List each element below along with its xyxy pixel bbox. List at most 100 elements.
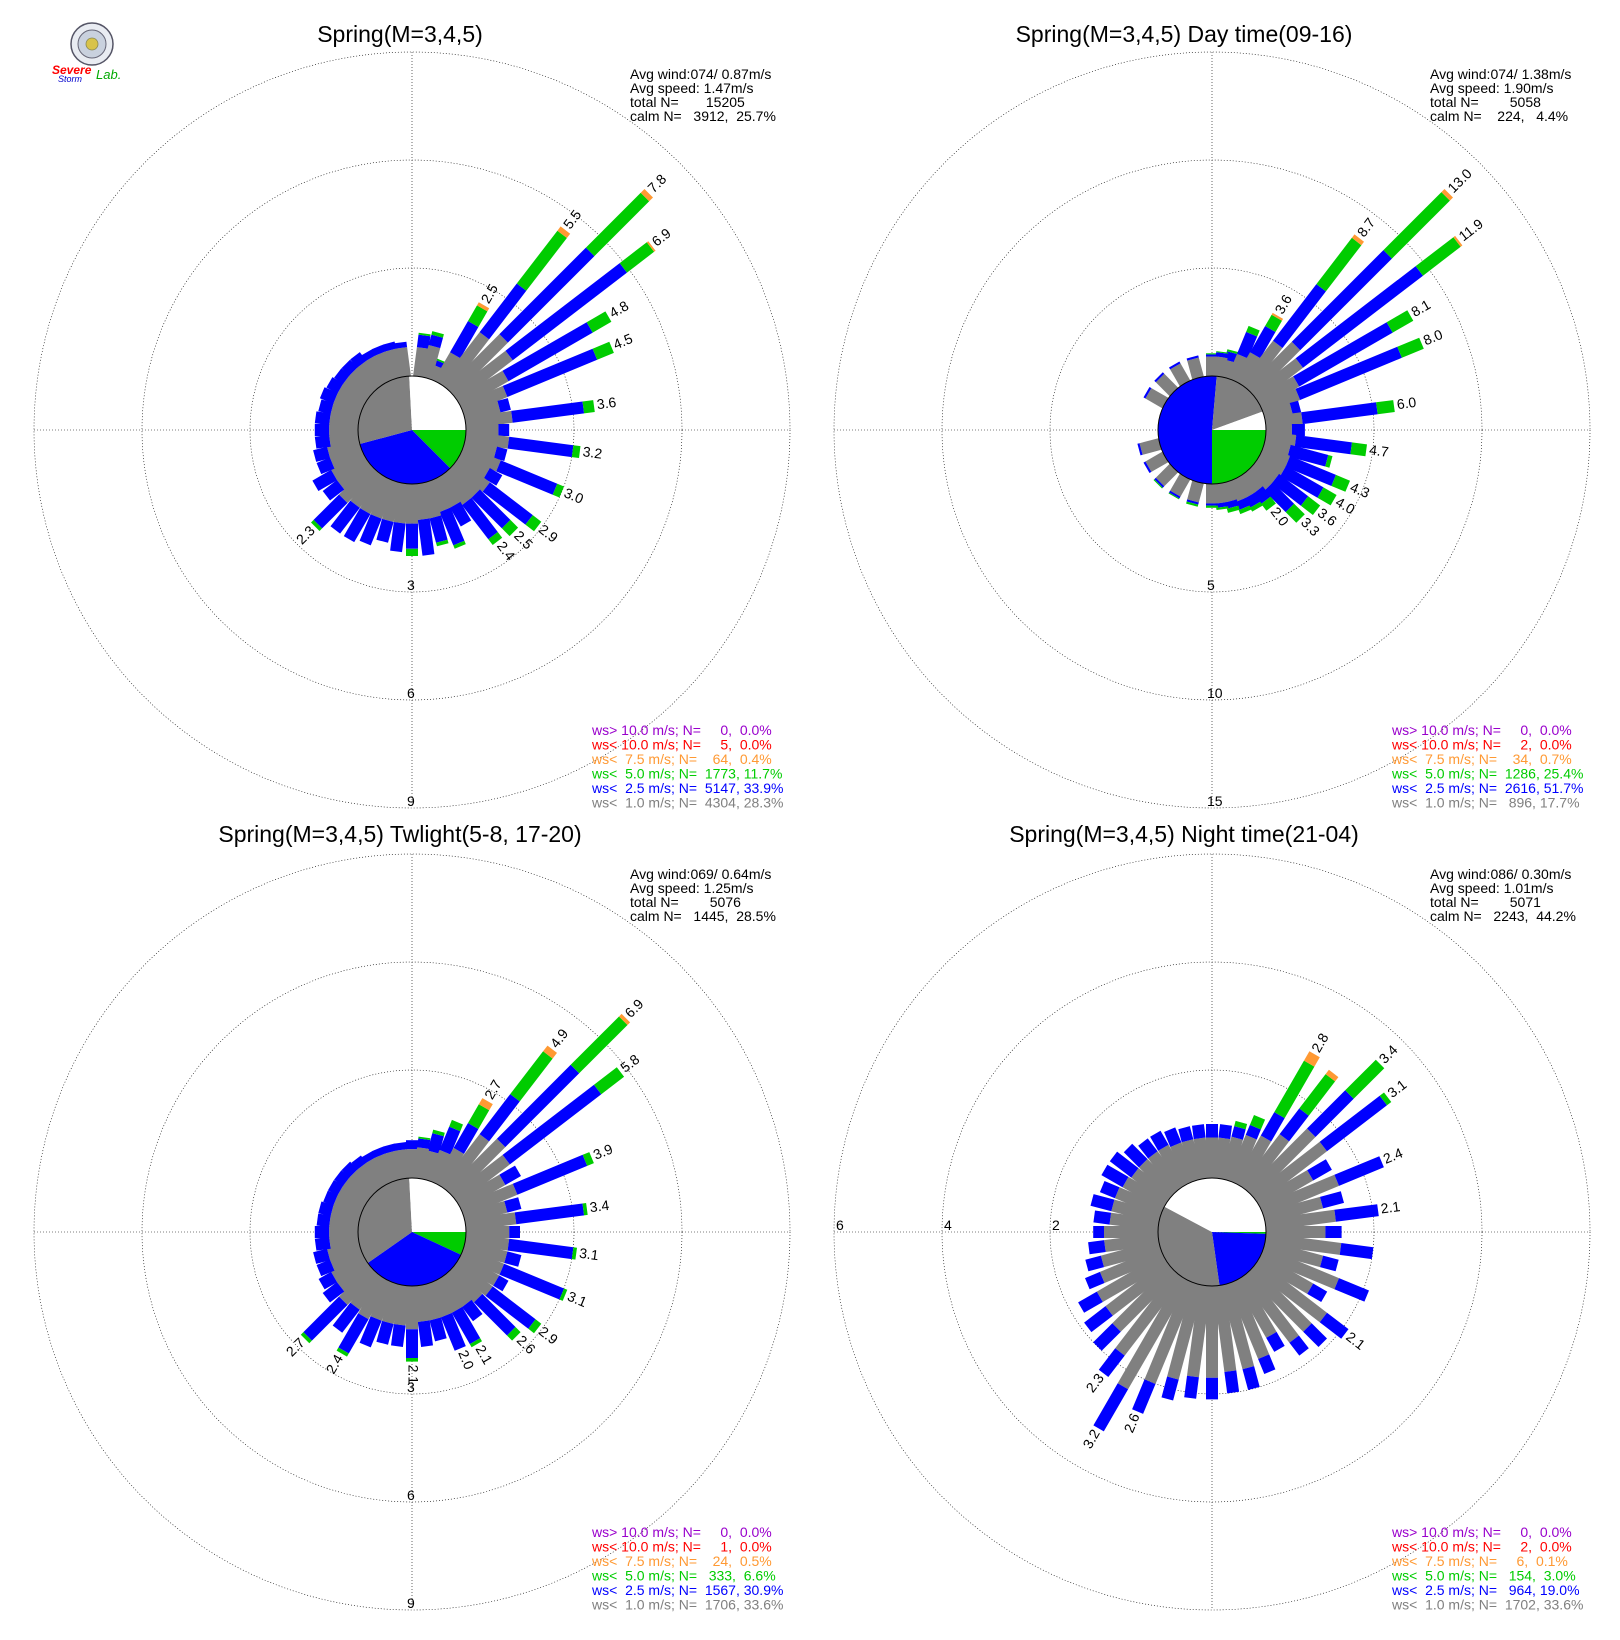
bar-segment-lt2_5: [327, 1180, 344, 1196]
bar-segment-lt1: [445, 1138, 506, 1199]
bar-segment-lt2_5: [314, 1226, 330, 1238]
legend-entry-lt2_5: ws< 2.5 m/s; N= 5147, 33.9%: [591, 780, 783, 796]
bar-segment-lt2_5: [450, 501, 472, 527]
bar-segment-lt5: [1386, 310, 1414, 333]
pie-slice-lt2_5: [359, 430, 451, 485]
bar-value-label: 6.9: [621, 996, 646, 1021]
sector-bar: [359, 477, 397, 546]
bar-segment-lt5: [516, 230, 567, 291]
bar-segment-lt1: [451, 350, 513, 402]
bar-segment-lt2_5: [1250, 326, 1276, 359]
bar-segment-lt2_5: [351, 1155, 367, 1170]
legend-entry-lt10: ws< 10.0 m/s; N= 5, 0.0%: [591, 737, 772, 753]
bar-segment-lt1: [1206, 484, 1218, 504]
ring-label: 3: [407, 577, 415, 593]
bar-segment-lt5: [418, 1136, 431, 1140]
bar-segment-lt1: [331, 451, 369, 481]
bar-segment-lt2_5: [1245, 1124, 1261, 1140]
bar-segment-lt1: [356, 360, 384, 391]
bar-segment-lt1: [1105, 1260, 1173, 1316]
bar-segment-lt2_5: [1132, 1379, 1156, 1414]
bar-segment-lt2_5: [1266, 1331, 1285, 1352]
bar-segment-lt2_5: [1295, 266, 1423, 368]
bar-segment-lt1: [1139, 1159, 1179, 1199]
sector-bar: [1255, 1159, 1332, 1211]
bar-segment-lt2_5: [505, 263, 627, 361]
bar-segment-lt1: [360, 473, 391, 515]
bar-segment-lt1: [1213, 356, 1228, 378]
sector-bar: [1251, 235, 1463, 402]
bar-segment-lt2_5: [1303, 1323, 1327, 1347]
sector-bar: [351, 1155, 384, 1193]
ring-label: 9: [407, 1595, 415, 1611]
bar-segment-lt2_5: [322, 1282, 345, 1303]
bar-segment-lt1: [459, 385, 508, 415]
bar-segment-lt5: [311, 519, 323, 531]
bar-segment-lt2_5: [343, 508, 371, 543]
sector-bar: [1093, 1210, 1160, 1231]
bar-segment-lt2_5: [451, 1306, 481, 1345]
sector-bar: [336, 1275, 391, 1357]
bar-segment-lt1: [1131, 1168, 1173, 1204]
sector-bar: [413, 1136, 431, 1180]
wind-rose-panel-2: 510153.68.713.011.98.18.06.04.74.34.03.6…: [833, 21, 1591, 811]
calm-circle-outline: [357, 1177, 467, 1287]
bar-segment-lt2_5: [376, 1320, 394, 1345]
bar-segment-lt2_5: [1215, 502, 1229, 508]
sector-bar: [445, 1013, 631, 1199]
bar-segment-lt5: [1246, 325, 1260, 337]
bar-segment-lt2_5: [1137, 443, 1143, 456]
bar-segment-lt5: [570, 1016, 628, 1074]
bar-segment-lt1: [1255, 1253, 1314, 1294]
legend-entry-lt1: ws< 1.0 m/s; N= 4304, 28.3%: [591, 795, 783, 811]
bar-segment-lt1: [1170, 363, 1191, 387]
stat-line: total N= 5076: [630, 894, 741, 910]
bar-segment-lt1: [1099, 1247, 1165, 1283]
ring-label: 10: [1207, 685, 1223, 701]
bar-segment-lt2_5: [1161, 1376, 1179, 1401]
sector-bar: [440, 1045, 557, 1193]
bar-segment-lt2_5: [1085, 1271, 1105, 1290]
bar-segment-lt5: [1274, 1060, 1315, 1119]
bar-segment-lt2_5: [316, 457, 335, 475]
bar-segment-lt2_5: [1093, 1226, 1104, 1238]
bar-segment-lt2_5: [1186, 499, 1199, 505]
stat-line: Avg speed: 1.47m/s: [630, 80, 753, 96]
bar-segment-lt2_5: [1154, 477, 1165, 488]
bar-segment-lt2_5: [313, 1248, 331, 1264]
legend-entry-gt10: ws> 10.0 m/s; N= 0, 0.0%: [591, 1524, 772, 1540]
bar-segment-lt1: [1227, 1279, 1270, 1359]
wind-rose-panel-4: 2 4 6 2.8 3.4 3.1 2.4 2.1 2.1 2.6 3.2 2.3 Spring(M=3…: [833, 821, 1591, 1613]
bar-segment-lt2_5: [330, 500, 360, 534]
bar-segment-lt5: [559, 1288, 568, 1301]
logo-text-lab: Lab.: [96, 67, 121, 82]
legend-entry-lt2_5: ws< 2.5 m/s; N= 2616, 51.7%: [1391, 780, 1583, 796]
bar-segment-lt1: [1139, 438, 1162, 455]
sector-bar: [459, 445, 564, 498]
bar-segment-lt2_5: [1206, 1377, 1218, 1400]
bar-segment-lt1: [330, 1204, 362, 1224]
panel-title: Spring(M=3,4,5) Night time(21-04): [1009, 821, 1359, 847]
bar-segment-lt1: [350, 469, 384, 508]
pie-slice-lt1: [1212, 376, 1263, 430]
bar-segment-lt2_5: [1184, 1375, 1199, 1399]
bar-segment-lt1: [1187, 1284, 1211, 1378]
bar-segment-lt5: [1216, 506, 1229, 510]
bar-segment-lt2_5: [1339, 1243, 1374, 1260]
bar-segment-lt1: [1227, 353, 1249, 383]
sector-bar: [462, 438, 508, 461]
bar-segment-lt2_5: [1307, 1090, 1354, 1137]
bar-segment-lt1: [445, 1265, 483, 1303]
sector-bar: [451, 1260, 542, 1334]
bar-segment-lt1: [1259, 445, 1291, 467]
bar-segment-lt1: [455, 370, 509, 409]
sector-bar: [433, 1275, 482, 1348]
bar-value-label: 3.2: [582, 443, 604, 461]
sector-bar: [440, 226, 571, 391]
bar-segment-lt5: [592, 341, 614, 360]
bar-segment-lt5: [585, 192, 650, 257]
bar-segment-lt2_5: [313, 494, 348, 529]
bar-segment-lt2_5: [382, 1143, 397, 1154]
bar-value-label: 8.1: [1408, 296, 1433, 320]
sector-bar: [1255, 1253, 1328, 1302]
